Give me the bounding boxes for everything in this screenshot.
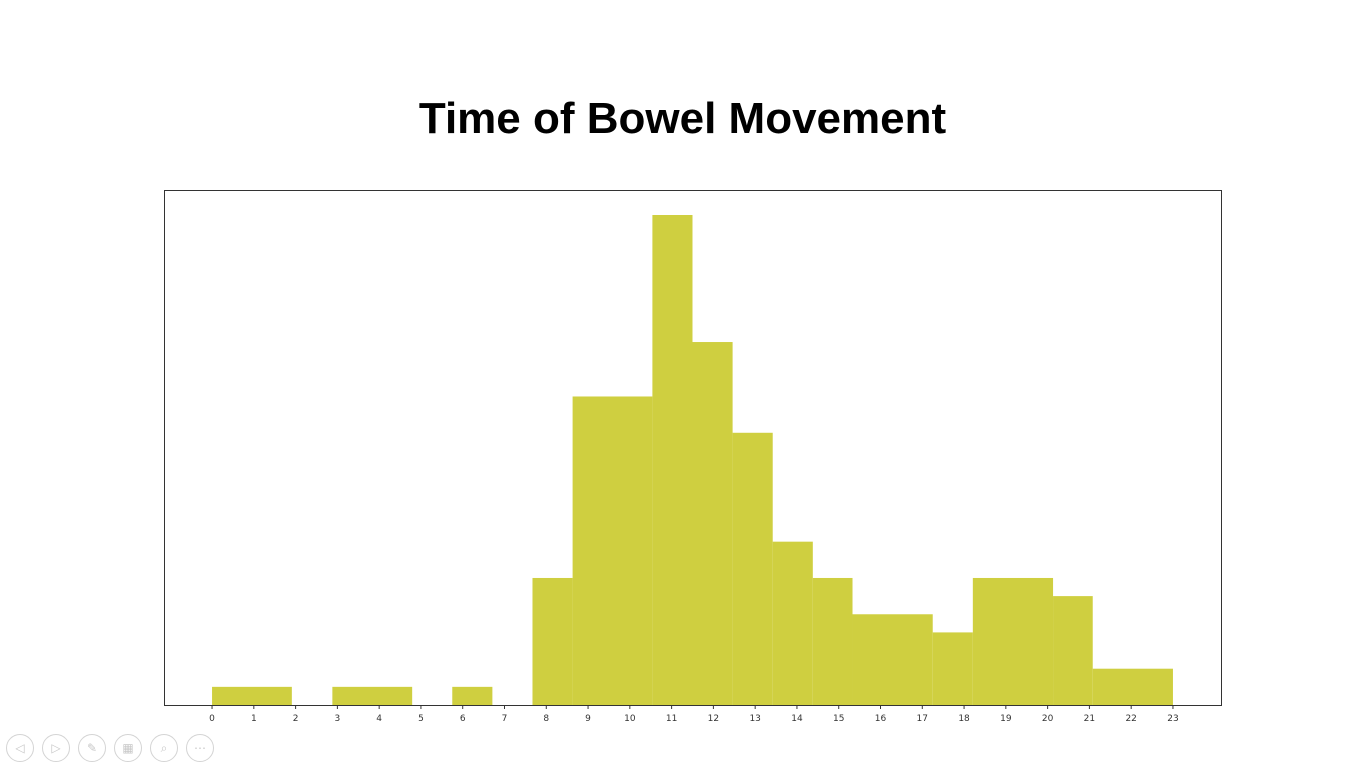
- x-tick-label: 15: [833, 714, 844, 724]
- previous-slide-button[interactable]: ◁: [6, 734, 34, 762]
- histogram-bar: [972, 577, 1054, 705]
- histogram-bar: [1053, 596, 1093, 705]
- x-tick-label: 18: [958, 714, 970, 724]
- histogram-bar: [332, 686, 413, 705]
- x-tick-label: 0: [209, 714, 215, 724]
- magnifier-icon: ⌕: [160, 740, 168, 755]
- x-tick-label: 10: [624, 714, 636, 724]
- x-tick-label: 23: [1167, 714, 1178, 724]
- slides-grid-icon: ▦: [122, 741, 134, 755]
- x-tick-label: 11: [666, 714, 677, 724]
- x-tick-label: 20: [1042, 714, 1054, 724]
- histogram-bar: [732, 432, 773, 705]
- histogram-bar: [852, 614, 933, 705]
- histogram-bar: [212, 686, 292, 705]
- more-options-button[interactable]: ⋯: [186, 734, 214, 762]
- x-tick-label: 13: [749, 714, 760, 724]
- x-tick-label: 4: [376, 714, 382, 724]
- x-tick-label: 17: [917, 714, 928, 724]
- pen-tool-button[interactable]: ✎: [78, 734, 106, 762]
- x-tick-label: 22: [1125, 714, 1136, 724]
- histogram-bar: [452, 686, 493, 705]
- histogram-bar: [572, 396, 653, 705]
- histogram-bar: [532, 577, 573, 705]
- x-tick-label: 19: [1000, 714, 1012, 724]
- plot-frame: [164, 190, 1222, 706]
- arrow-left-icon: ◁: [15, 741, 25, 755]
- pen-icon: ✎: [86, 741, 98, 755]
- x-tick-label: 3: [335, 714, 341, 724]
- x-tick-label: 2: [293, 714, 299, 724]
- x-tick-label: 5: [418, 714, 424, 724]
- histogram-bar: [692, 342, 733, 705]
- x-tick-label: 8: [543, 714, 549, 724]
- histogram-bar: [812, 577, 853, 705]
- x-tick-label: 16: [875, 714, 887, 724]
- x-tick-label: 6: [460, 714, 466, 724]
- arrow-right-icon: ▷: [51, 741, 61, 755]
- slide-title: Time of Bowel Movement: [418, 94, 947, 143]
- x-tick-label: 12: [708, 714, 719, 724]
- histogram-bar: [1092, 668, 1173, 705]
- histogram-bar: [652, 215, 693, 705]
- see-all-slides-button[interactable]: ▦: [114, 734, 142, 762]
- histogram-bar: [772, 541, 813, 705]
- x-tick-label: 9: [585, 714, 591, 724]
- histogram-bar: [932, 632, 973, 705]
- next-slide-button[interactable]: ▷: [42, 734, 70, 762]
- x-tick-label: 21: [1084, 714, 1095, 724]
- x-tick-label: 1: [251, 714, 257, 724]
- presentation-toolbar: ◁ ▷ ✎ ▦ ⌕ ⋯: [6, 734, 214, 762]
- x-tick-label: 14: [791, 714, 803, 724]
- more-icon: ⋯: [194, 741, 206, 755]
- x-tick-label: 7: [502, 714, 508, 724]
- zoom-button[interactable]: ⌕: [150, 734, 178, 762]
